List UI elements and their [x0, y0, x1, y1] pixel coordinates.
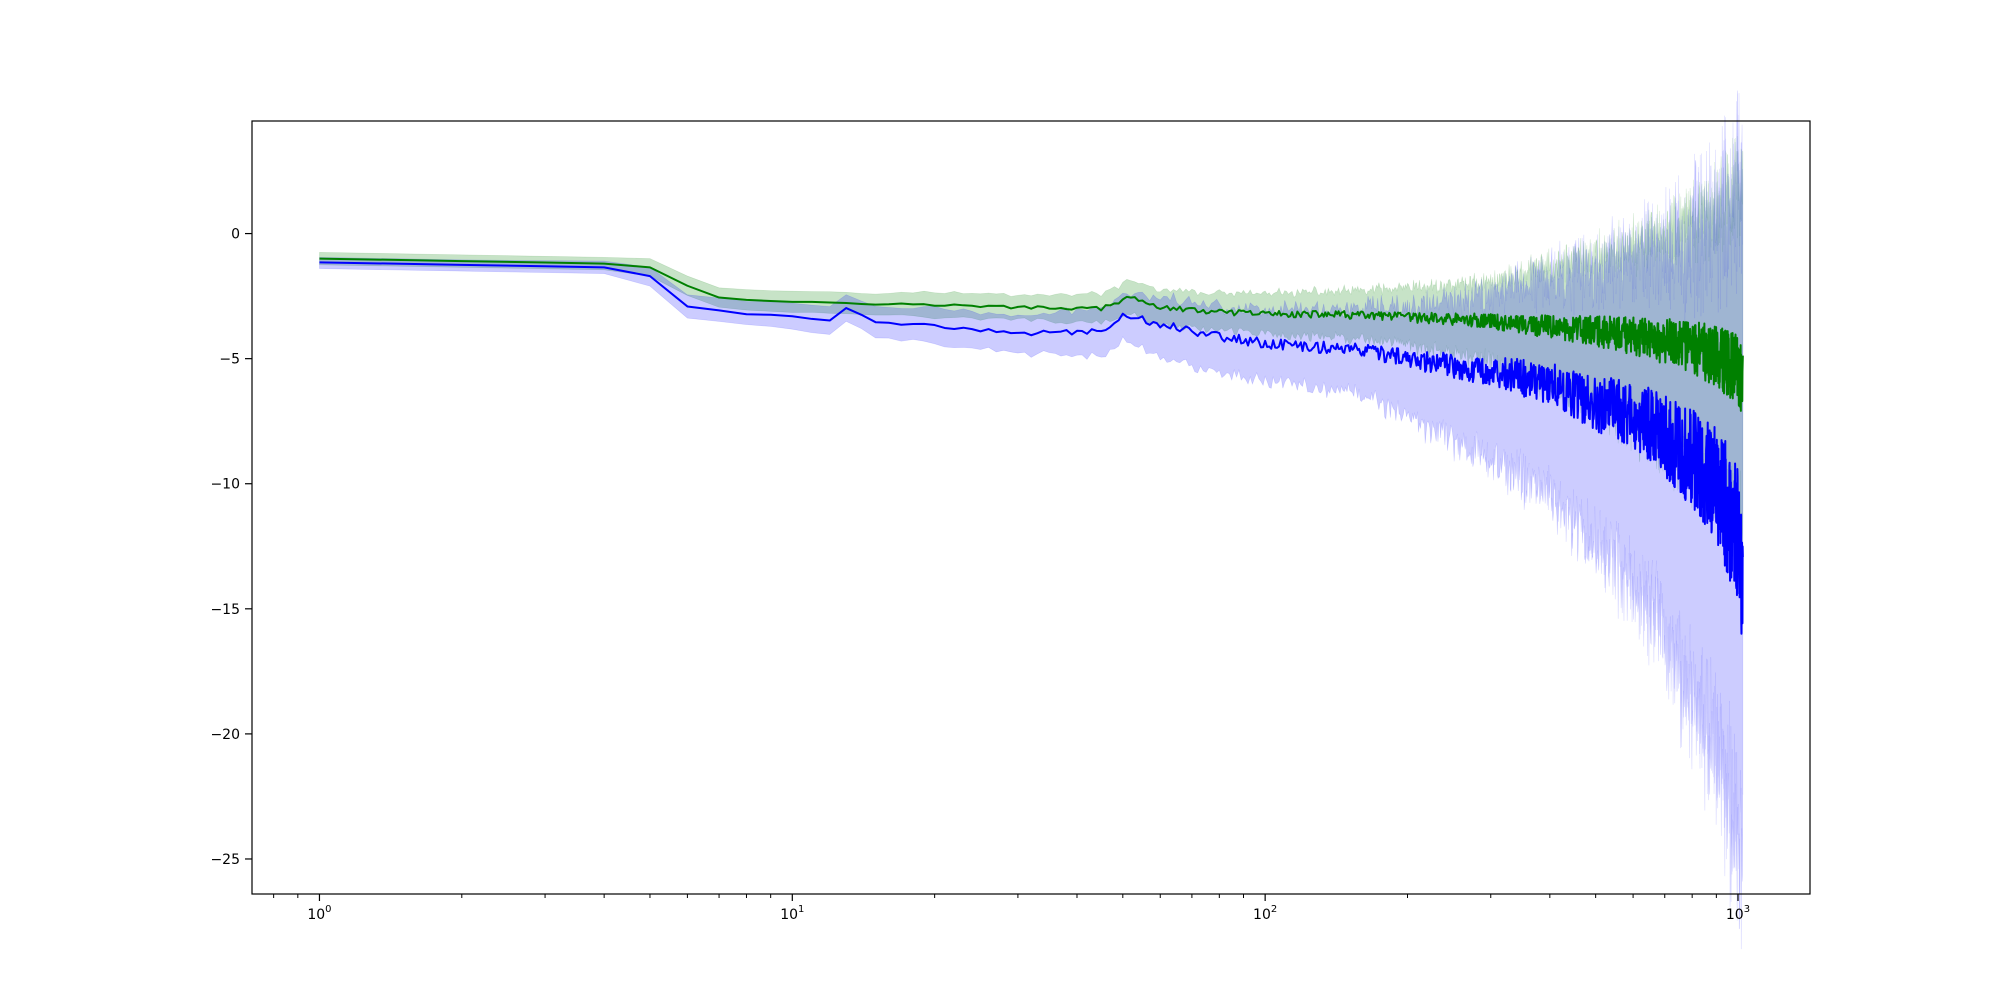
y-tick-label: −5	[219, 352, 240, 368]
plot-frame	[251, 120, 1811, 895]
confidence-bands	[319, 90, 1744, 950]
y-tick-label: −25	[210, 852, 240, 868]
series-2-band	[319, 90, 1744, 950]
series-1-line	[319, 257, 1744, 412]
y-tick-label: −15	[210, 602, 240, 618]
y-tick-label: 0	[231, 227, 240, 243]
x-tick-label: 102	[1253, 904, 1277, 923]
x-axis: 100 101 102 103	[273, 894, 1750, 923]
series-2-line	[319, 261, 1744, 635]
x-tick-label: 101	[780, 904, 804, 923]
y-axis: 0 −5 −10 −15 −20 −25	[210, 227, 252, 868]
x-tick-label: 103	[1726, 904, 1750, 923]
y-tick-label: −20	[210, 727, 240, 743]
y-tick-label: −10	[210, 477, 240, 493]
x-tick-label: 100	[307, 904, 331, 923]
series-lines	[319, 257, 1744, 635]
